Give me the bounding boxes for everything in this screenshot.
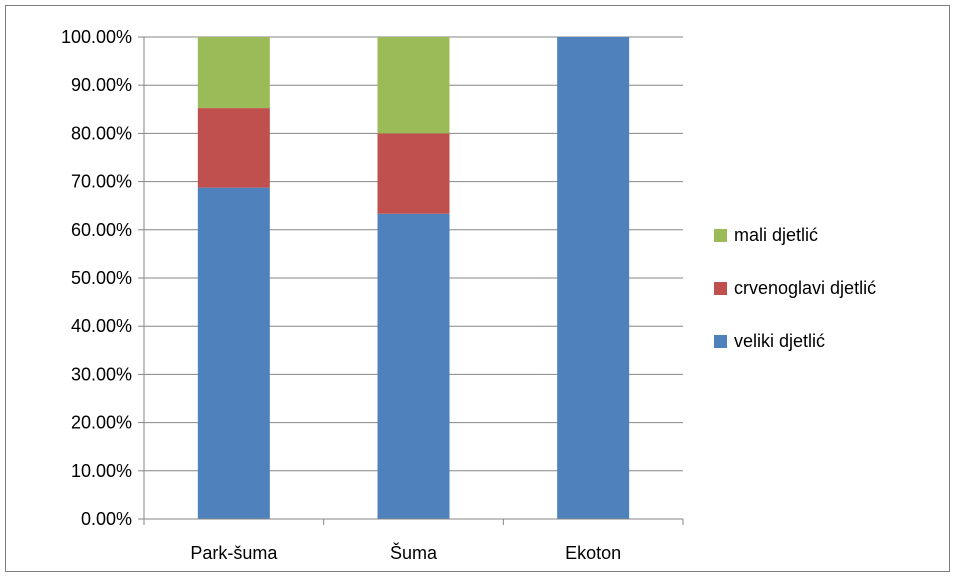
chart-area: 0.00% 10.00% 20.00% 30.00% 40.00% 50.00% 60.00… bbox=[5, 5, 950, 572]
axes bbox=[143, 37, 684, 525]
y-tick-label: 50.00% bbox=[71, 268, 132, 288]
bar-segment bbox=[377, 133, 450, 214]
bar-segment bbox=[197, 37, 270, 109]
legend-label: mali djetlić bbox=[734, 225, 818, 245]
x-tick-label: Ekoton bbox=[565, 543, 621, 563]
legend: mali djetlić crvenoglavi djetlić veliki dj… bbox=[714, 225, 876, 351]
y-tick-label: 70.00% bbox=[71, 172, 132, 192]
y-tick-label: 30.00% bbox=[71, 364, 132, 384]
bar-segment bbox=[197, 108, 270, 188]
bar-segment bbox=[557, 37, 630, 519]
stacked-bar-chart: 0.00% 10.00% 20.00% 30.00% 40.00% 50.00% 60.00… bbox=[61, 27, 876, 563]
y-tick-label: 60.00% bbox=[71, 220, 132, 240]
y-tick-label: 20.00% bbox=[71, 413, 132, 433]
legend-swatch bbox=[714, 335, 727, 348]
x-tick-label: Šuma bbox=[390, 542, 438, 563]
y-tick-label: 10.00% bbox=[71, 461, 132, 481]
y-tick-label: 40.00% bbox=[71, 316, 132, 336]
y-tick-label: 0.00% bbox=[81, 509, 132, 529]
x-axis-labels: Park-šuma Šuma Ekoton bbox=[190, 542, 621, 563]
legend-label: crvenoglavi djetlić bbox=[734, 278, 876, 298]
x-tick-label: Park-šuma bbox=[190, 543, 278, 563]
bar-segment bbox=[197, 187, 270, 519]
bar-segment bbox=[377, 37, 450, 134]
bars bbox=[197, 37, 630, 520]
y-tick-label: 80.00% bbox=[71, 123, 132, 143]
bar-segment bbox=[377, 213, 450, 520]
y-tick-label: 100.00% bbox=[61, 27, 132, 47]
legend-label: veliki djetlić bbox=[734, 331, 825, 351]
legend-swatch bbox=[714, 282, 727, 295]
y-tick-label: 90.00% bbox=[71, 75, 132, 95]
legend-swatch bbox=[714, 229, 727, 242]
y-axis-ticks: 0.00% 10.00% 20.00% 30.00% 40.00% 50.00% 60.00… bbox=[61, 27, 132, 529]
